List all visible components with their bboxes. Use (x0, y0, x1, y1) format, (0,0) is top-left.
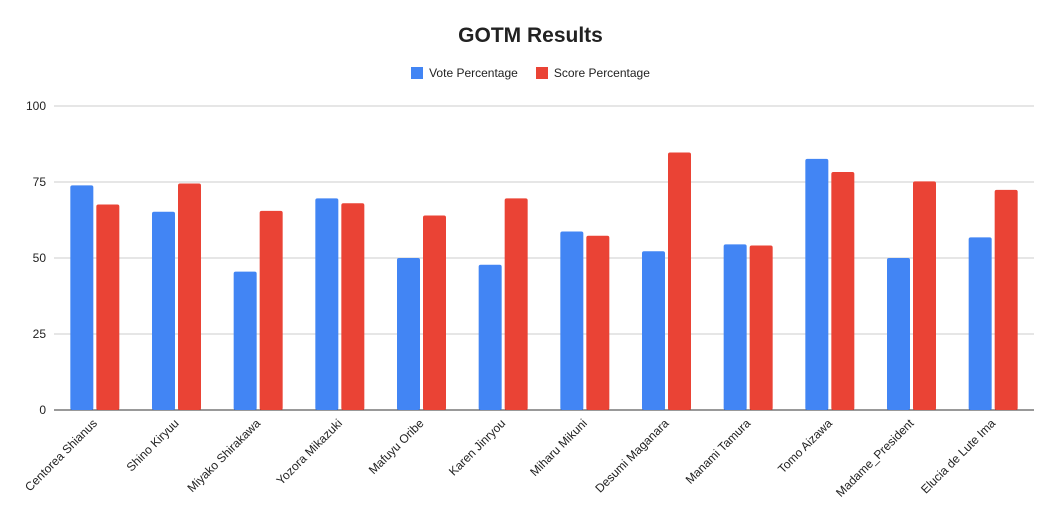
bar-vote-percentage (478, 264, 502, 410)
x-tick-label: Shino Kiryuu (124, 416, 182, 474)
bar-vote-percentage (887, 258, 910, 410)
x-tick-label: Mafuyu Oribe (366, 416, 427, 477)
bar-score-percentage (749, 245, 773, 410)
x-tick-label: Miharu Mikuni (527, 416, 590, 479)
legend-item-score[interactable]: Score Percentage (535, 66, 650, 80)
x-tick-label: Manami Tamura (683, 416, 754, 487)
x-tick-label: Desumi Maganara (592, 416, 671, 495)
x-tick-label: Tomo Aizawa (775, 416, 835, 476)
bar-score-percentage (586, 235, 610, 410)
bar-score-percentage (504, 198, 528, 410)
x-tick-label: Madame_President (833, 416, 917, 500)
legend-label-vote: Vote Percentage (429, 66, 518, 80)
legend-label-score: Score Percentage (553, 66, 650, 80)
y-tick-label: 100 (26, 99, 46, 113)
y-tick-label: 50 (33, 251, 47, 265)
bar-vote-percentage (233, 271, 257, 410)
x-tick-label: Miyako Shirakawa (185, 416, 264, 495)
x-tick-label: Centorea Shianus (22, 416, 100, 494)
bar-vote-percentage (315, 198, 339, 410)
bar-score-percentage (994, 189, 1018, 410)
x-tick-label: Karen Jinryou (446, 416, 508, 478)
legend: Vote Percentage Score Percentage (0, 66, 1061, 80)
bar-score-percentage (668, 152, 691, 410)
x-tick-label: Yozora Mikazuki (274, 416, 345, 487)
bar-score-percentage (831, 171, 855, 410)
bar-vote-percentage (723, 244, 747, 410)
bar-score-percentage (341, 203, 365, 410)
bar-vote-percentage (560, 231, 584, 410)
bar-score-percentage (423, 215, 446, 410)
bar-score-percentage (259, 210, 283, 410)
bar-score-percentage (913, 181, 936, 410)
legend-swatch-score (535, 67, 548, 79)
bar-vote-percentage (642, 251, 665, 410)
legend-item-vote[interactable]: Vote Percentage (411, 66, 518, 80)
bar-vote-percentage (968, 237, 992, 410)
bar-vote-percentage (70, 185, 94, 410)
y-tick-label: 25 (33, 327, 47, 341)
chart-title: GOTM Results (458, 24, 603, 47)
x-tick-label: Elucia de Lute Ima (918, 416, 998, 496)
bar-score-percentage (178, 183, 201, 410)
bar-score-percentage (96, 204, 120, 410)
y-tick-label: 0 (39, 403, 46, 417)
y-tick-label: 75 (33, 175, 47, 189)
bar-vote-percentage (805, 158, 829, 410)
bar-vote-percentage (152, 211, 175, 410)
legend-swatch-vote (411, 67, 424, 79)
bar-vote-percentage (397, 258, 420, 410)
